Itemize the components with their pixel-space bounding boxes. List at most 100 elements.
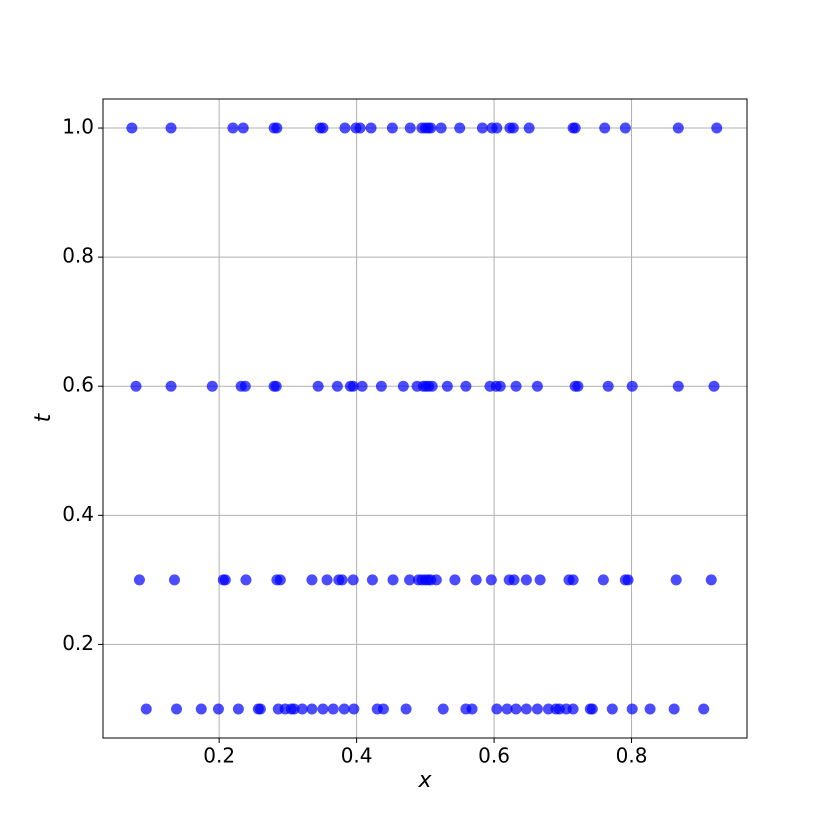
point [165, 380, 177, 392]
y-tick-label: 0.2 [62, 631, 94, 655]
point [397, 380, 409, 392]
y-tick-label: 0.6 [62, 373, 94, 397]
point [386, 122, 398, 134]
point [140, 703, 152, 715]
point [569, 122, 581, 134]
point [347, 380, 359, 392]
point [356, 380, 368, 392]
point [126, 122, 138, 134]
x-tick-label: 0.4 [341, 744, 373, 768]
point [454, 122, 466, 134]
point [501, 703, 513, 715]
point [426, 380, 438, 392]
point [435, 122, 447, 134]
y-tick-label: 0.4 [62, 502, 94, 526]
point [672, 380, 684, 392]
point [619, 122, 631, 134]
point [387, 574, 399, 586]
point [306, 703, 318, 715]
point [523, 122, 535, 134]
point [510, 380, 522, 392]
x-axis-label: x [417, 768, 432, 793]
point [404, 574, 416, 586]
y-tick-label: 1.0 [62, 115, 94, 139]
point [336, 574, 348, 586]
point [306, 574, 318, 586]
point [711, 122, 723, 134]
point [195, 703, 207, 715]
point [168, 574, 180, 586]
point [491, 122, 503, 134]
point [510, 703, 522, 715]
point [312, 380, 324, 392]
point [708, 380, 720, 392]
point [271, 122, 283, 134]
point [366, 574, 378, 586]
point [507, 122, 519, 134]
point [520, 574, 532, 586]
point [437, 703, 449, 715]
point [239, 380, 251, 392]
point [404, 122, 416, 134]
point [466, 703, 478, 715]
point [321, 574, 333, 586]
point [586, 703, 598, 715]
point [644, 703, 656, 715]
point [491, 703, 503, 715]
point [672, 122, 684, 134]
point [237, 122, 249, 134]
x-tick-label: 0.6 [478, 744, 510, 768]
point [531, 703, 543, 715]
point [165, 122, 177, 134]
point [698, 703, 710, 715]
point [338, 703, 350, 715]
point [331, 380, 343, 392]
point [227, 122, 239, 134]
point [270, 380, 282, 392]
point [470, 574, 482, 586]
point [430, 574, 442, 586]
point [133, 574, 145, 586]
point [425, 122, 437, 134]
point [626, 703, 638, 715]
point [206, 380, 218, 392]
point [531, 380, 543, 392]
point [508, 574, 520, 586]
point [668, 703, 680, 715]
point [476, 122, 488, 134]
point [348, 703, 360, 715]
point [219, 574, 231, 586]
point [602, 380, 614, 392]
y-axis-label: t [31, 412, 56, 422]
point [705, 574, 717, 586]
y-tick-label: 0.8 [62, 244, 94, 268]
point [599, 122, 611, 134]
plot-frame [102, 98, 748, 739]
point [327, 703, 339, 715]
point [212, 703, 224, 715]
point [460, 380, 472, 392]
x-tick-label: 0.8 [616, 744, 648, 768]
point [670, 574, 682, 586]
point [520, 703, 532, 715]
point [494, 380, 506, 392]
point [377, 703, 389, 715]
point [567, 703, 579, 715]
point [542, 703, 554, 715]
point [130, 380, 142, 392]
point [597, 574, 609, 586]
point [622, 574, 634, 586]
x-tick-label: 0.2 [203, 744, 235, 768]
point [534, 574, 546, 586]
point [449, 574, 461, 586]
point [626, 380, 638, 392]
point [240, 574, 252, 586]
point [317, 703, 329, 715]
point [288, 703, 300, 715]
point [254, 703, 266, 715]
point [347, 574, 359, 586]
point [171, 703, 183, 715]
point [441, 380, 453, 392]
point [296, 703, 308, 715]
point [606, 703, 618, 715]
